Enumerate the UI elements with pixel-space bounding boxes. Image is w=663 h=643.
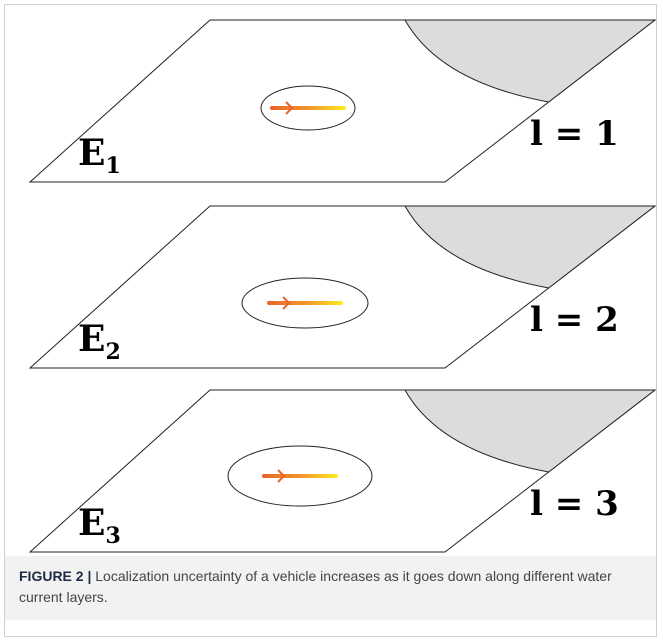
caption: FIGURE 2 | Localization uncertainty of a… (5, 556, 656, 620)
caption-text: Localization uncertainty of a vehicle in… (19, 568, 612, 605)
environment-name: E (78, 318, 105, 360)
vehicle (262, 474, 338, 478)
vehicle (270, 106, 346, 110)
layer-label: l = 3 (530, 484, 619, 524)
layer-label: l = 1 (530, 114, 619, 154)
environment-subscript: 3 (105, 523, 120, 549)
environment-subscript: 2 (105, 339, 120, 365)
environment-name: E (78, 502, 105, 544)
vehicle (267, 301, 343, 305)
figure: E1l = 1E2l = 2E3l = 3 FIGURE 2 | Localiz… (0, 0, 663, 643)
environment-subscript: 1 (105, 153, 120, 179)
layer-label: l = 2 (530, 300, 619, 340)
caption-label: FIGURE 2 | (19, 568, 91, 584)
environment-name: E (78, 132, 105, 174)
